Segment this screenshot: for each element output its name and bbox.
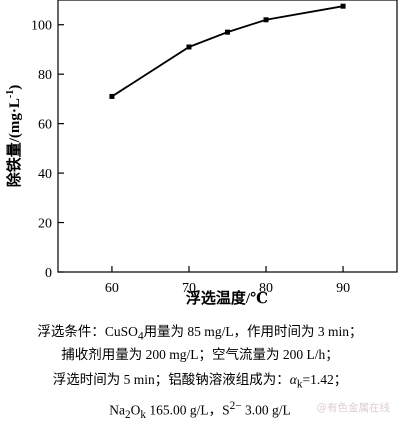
caption-4-o: O xyxy=(130,402,141,418)
data-point xyxy=(109,93,115,99)
caption-1-formula-sub: 4 xyxy=(137,330,144,343)
line-chart: 0 20 40 60 80 100 60 70 80 90 浮选温度/℃ 除铁量/(mg·L-1… xyxy=(5,0,398,307)
x-tick-label: 80 xyxy=(259,281,273,296)
caption-4-o-sub: k xyxy=(140,409,146,422)
caption-4-na-sub: 2 xyxy=(125,409,131,422)
caption-1-prefix: 浮选条件： xyxy=(37,324,105,339)
caption-4-s-sup: 2− xyxy=(229,400,242,412)
y-axis-label: 除铁量/(mg·L-1) xyxy=(5,85,23,188)
caption-line-2: 捕收剂用量为 200 mg/L；空气流量为 200 L/h； xyxy=(61,347,339,362)
y-tick-label: 60 xyxy=(38,118,52,133)
caption-line-4: Na2Ok 165.00 g/L，S2− 3.00 g/L xyxy=(0,394,400,427)
data-point xyxy=(186,44,192,50)
caption-line-3: 浮选时间为 5 min；铝酸钠溶液组成为：αk=1.42； xyxy=(0,368,400,397)
x-axis-ticks: 60 70 80 90 xyxy=(105,266,350,296)
caption-1-formula: CuSO xyxy=(104,324,138,339)
y-tick-label: 100 xyxy=(31,19,52,34)
plot-frame xyxy=(57,0,398,273)
caption-3-rest: =1.42； xyxy=(302,372,348,387)
y-tick-label: 0 xyxy=(45,266,52,281)
caption-line-1: 浮选条件：CuSO4用量为 85 mg/L，作用时间为 3 min； xyxy=(0,320,400,349)
watermark: @有色金属在线 xyxy=(316,402,391,414)
data-point xyxy=(340,3,346,9)
x-tick-label: 90 xyxy=(336,281,350,296)
y-axis-label-superscript: -1 xyxy=(5,90,16,98)
caption-4-na: Na xyxy=(109,402,125,418)
series-line xyxy=(111,5,344,98)
x-tick-label: 70 xyxy=(182,281,196,296)
y-axis-label-main: 除铁量/(mg·L xyxy=(5,98,23,187)
y-axis-label-close: ) xyxy=(7,85,23,90)
caption-4-value2: 3.00 g/L xyxy=(241,402,291,418)
x-axis-label: 浮选温度/℃ xyxy=(186,289,268,307)
x-tick-label: 60 xyxy=(105,281,119,296)
data-points xyxy=(109,3,346,99)
caption-3-alpha: α xyxy=(289,372,297,387)
caption-3-prefix: 浮选时间为 5 min；铝酸钠溶液组成为： xyxy=(52,372,290,387)
data-point xyxy=(225,29,230,35)
caption-3-alpha-sub: k xyxy=(296,378,303,391)
caption-1-rest: 用量为 85 mg/L，作用时间为 3 min； xyxy=(143,324,363,339)
y-tick-label: 20 xyxy=(38,217,52,232)
y-tick-label: 40 xyxy=(38,167,52,182)
data-point xyxy=(263,17,269,23)
y-axis-ticks: 0 20 40 60 80 100 xyxy=(31,19,64,281)
y-tick-label: 80 xyxy=(38,68,52,83)
caption-4-value1: 165.00 g/L，S xyxy=(146,402,230,418)
